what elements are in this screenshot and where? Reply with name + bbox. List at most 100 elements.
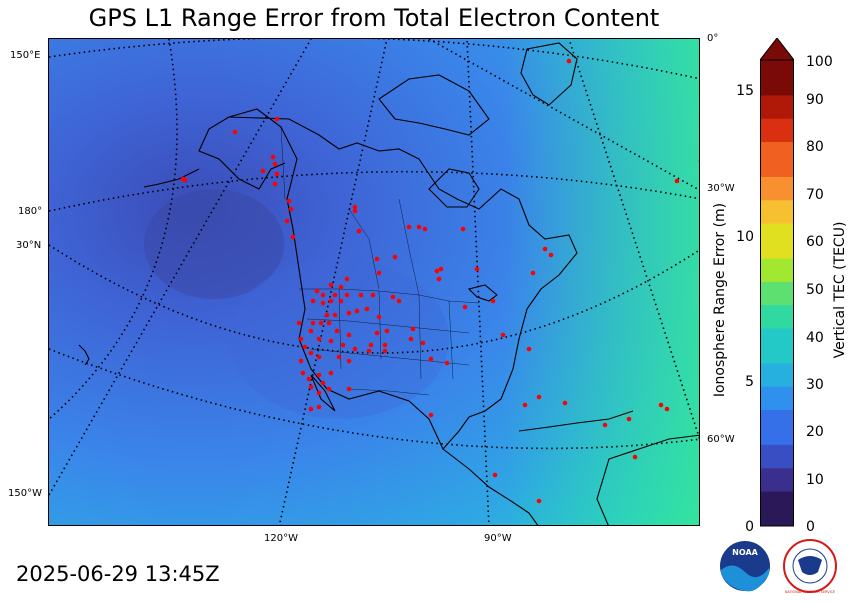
colorbar-band — [760, 374, 794, 387]
range-tick-15: 15 — [736, 83, 754, 99]
gps-station-marker — [232, 129, 238, 135]
gps-station-marker — [522, 402, 528, 408]
gps-station-marker — [354, 308, 360, 314]
gps-station-marker — [302, 344, 308, 350]
gps-station-marker — [310, 298, 316, 304]
gps-station-marker — [308, 328, 314, 334]
gps-station-marker — [356, 228, 362, 234]
colorbar-band — [760, 164, 794, 177]
gps-station-marker — [316, 404, 322, 410]
colorbar-band — [760, 129, 794, 143]
gps-station-marker — [438, 266, 444, 272]
grid-label-180: 180° — [18, 206, 43, 217]
gps-station-marker — [328, 282, 334, 288]
gps-station-marker — [260, 168, 266, 174]
gps-station-marker — [344, 292, 350, 298]
gps-station-marker — [316, 336, 322, 342]
range-tick-0: 0 — [745, 519, 754, 535]
gps-station-marker — [326, 320, 332, 326]
noaa-logo-text: NOAA — [732, 548, 758, 557]
map-canvas — [49, 39, 699, 525]
gps-station-marker — [338, 284, 344, 290]
colorbar-band — [760, 432, 794, 445]
gps-station-marker — [536, 394, 542, 400]
gps-station-marker — [332, 292, 338, 298]
chart-title: GPS L1 Range Error from Total Electron C… — [88, 4, 660, 32]
central-america-outline — [442, 448, 539, 525]
colorbar-frame — [760, 59, 794, 527]
colorbar-band — [760, 316, 794, 329]
south-america-outline — [596, 434, 699, 525]
noaa-logo: NOAA — [720, 541, 770, 592]
colorbar-band — [760, 362, 794, 376]
arctic-islands-outline — [378, 74, 490, 136]
colorbar-band — [760, 397, 794, 410]
gps-station-marker — [346, 332, 352, 338]
colorbar-band — [760, 94, 794, 108]
tec-tick-70: 70 — [806, 187, 824, 203]
gps-station-marker — [410, 326, 416, 332]
gps-station-marker — [390, 294, 396, 300]
colorbar-band — [760, 234, 794, 247]
gps-station-marker — [364, 306, 370, 312]
gps-station-marker — [320, 300, 326, 306]
tec-tick-50: 50 — [806, 282, 824, 298]
agency-logos: NOAA NATIONAL WEATHER SERVICE — [720, 539, 837, 594]
colorbar-band — [760, 456, 794, 469]
colorbar-band — [760, 304, 794, 317]
gps-station-marker — [308, 406, 314, 412]
nws-logo-text: NATIONAL WEATHER SERVICE — [785, 590, 835, 594]
gps-station-marker — [332, 312, 338, 318]
colorbar-band — [760, 386, 794, 399]
colorbar-band — [760, 141, 794, 154]
gps-station-marker — [422, 226, 428, 232]
gps-station-marker — [284, 218, 290, 224]
gps-station-marker — [320, 292, 326, 298]
colorbar-band — [760, 199, 794, 212]
grid-label-30n: 30°N — [16, 240, 42, 251]
gps-station-marker — [298, 336, 304, 342]
grid-label-0: 0° — [707, 33, 719, 44]
gps-station-marker — [384, 328, 390, 334]
gps-station-marker — [316, 372, 322, 378]
gps-station-marker — [296, 320, 302, 326]
colorbar-band — [760, 223, 794, 236]
gps-station-marker — [336, 354, 342, 360]
gps-station-marker — [602, 422, 608, 428]
gps-station-marker — [290, 234, 296, 240]
gps-station-marker — [328, 338, 334, 344]
tec-field-east — [49, 39, 699, 525]
gps-station-marker — [344, 276, 350, 282]
greatlakes-outline — [467, 284, 498, 302]
gps-station-marker — [474, 266, 480, 272]
gps-station-marker — [462, 304, 468, 310]
colorbar-bands — [760, 60, 794, 527]
gps-station-marker — [674, 178, 680, 184]
gps-station-marker — [352, 208, 358, 214]
grid-label-150e: 150°E — [10, 50, 41, 61]
gps-station-marker — [180, 176, 186, 182]
gps-station-marker — [460, 226, 466, 232]
tec-low-pocket — [144, 189, 284, 299]
gps-station-marker — [272, 161, 278, 167]
colorbar-band — [760, 281, 794, 294]
colorbar-band — [760, 246, 794, 259]
gps-station-marker — [428, 412, 434, 418]
gps-station-marker — [434, 268, 440, 274]
gps-station-marker — [340, 342, 346, 348]
graticule — [49, 39, 699, 525]
gps-station-marker — [346, 358, 352, 364]
gps-station-marker — [314, 288, 320, 294]
nws-logo: NATIONAL WEATHER SERVICE — [783, 539, 837, 594]
gps-station-marker — [428, 356, 434, 362]
tec-tick-90: 90 — [806, 92, 824, 108]
range-error-axis-label: Ionosphere Range Error (m) — [712, 202, 728, 398]
gps-station-marker — [370, 292, 376, 298]
gps-station-marker — [316, 390, 322, 396]
tec-tick-60: 60 — [806, 234, 824, 250]
range-tick-5: 5 — [745, 374, 754, 390]
colorbar-band — [760, 211, 794, 224]
gps-station-marker — [500, 332, 506, 338]
alaska-outline — [198, 116, 286, 190]
gps-station-marker — [306, 376, 312, 382]
